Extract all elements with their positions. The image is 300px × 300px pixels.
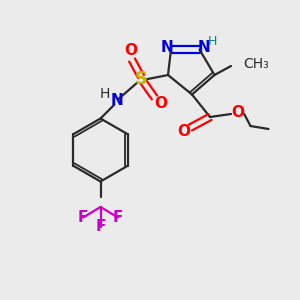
Text: O: O: [124, 44, 137, 59]
Text: S: S: [134, 70, 148, 88]
Text: N: N: [111, 93, 123, 108]
Text: N: N: [160, 40, 173, 56]
Text: O: O: [154, 96, 168, 111]
Text: H: H: [100, 88, 110, 101]
Text: N: N: [198, 40, 210, 56]
Text: F: F: [95, 219, 106, 234]
Text: F: F: [113, 210, 123, 225]
Text: H: H: [207, 34, 217, 48]
Text: O: O: [177, 124, 190, 140]
Text: CH₃: CH₃: [243, 57, 269, 70]
Text: F: F: [78, 210, 88, 225]
Text: O: O: [231, 105, 244, 120]
